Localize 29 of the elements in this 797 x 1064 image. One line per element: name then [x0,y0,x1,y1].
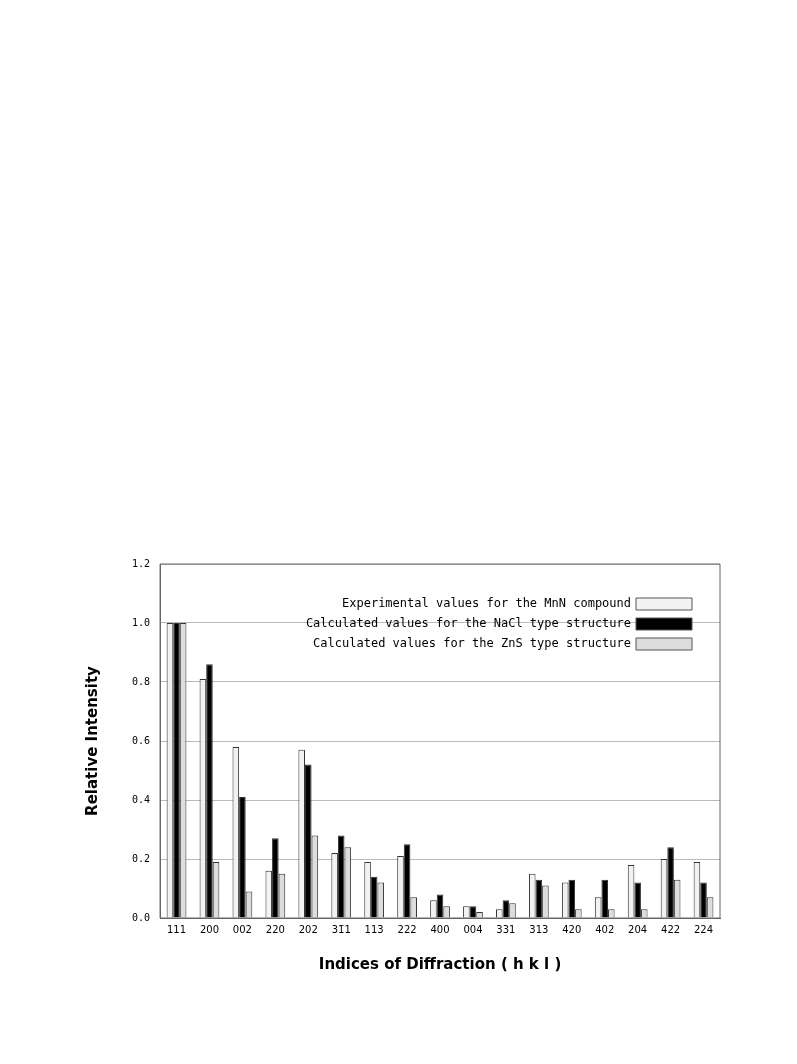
x-tick-label: 331 [496,923,516,935]
x-tick-label: 004 [463,923,483,935]
x-tick-label: 400 [430,923,450,935]
y-tick-label: 1.2 [132,557,151,569]
y-tick-label: 0.6 [132,734,151,746]
y-axis-title: Relative Intensity [82,665,101,816]
y-tick-label: 0.2 [132,852,151,864]
legend-label: Calculated values for the NaCl type structure [305,616,631,631]
x-tick-label: 113 [364,923,384,935]
x-tick-label: 313 [529,923,549,935]
x-tick-label: 204 [628,923,648,935]
x-tick-label: 002 [232,923,252,935]
legend-label: Calculated values for the ZnS type structure [313,636,631,651]
y-tick-label: 0.0 [132,911,151,923]
x-tick-label: 200 [199,923,220,935]
y-tick-label: 0.8 [132,675,151,687]
x-tick-label: 224 [693,923,714,935]
x-tick-label: 420 [562,923,582,935]
x-tick-label: 422 [661,923,681,935]
x-tick-label: 202 [298,923,318,935]
x-tick-label: 222 [397,923,417,935]
x-tick-label: 220 [265,923,285,935]
y-tick-label: 1.0 [132,616,151,628]
x-axis-title: Indices of Diffraction ( h k l ) [318,954,562,973]
x-tick-label: 402 [595,923,615,935]
y-tick-label: 0.4 [132,793,151,805]
legend-label: Experimental values for the MnN compound [342,596,631,611]
x-tick-label: 31̄1 [331,923,351,935]
x-tick-label: 111 [166,923,187,935]
